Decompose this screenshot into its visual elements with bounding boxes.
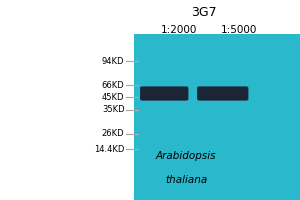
- Text: 26KD: 26KD: [102, 130, 124, 138]
- Text: 94KD: 94KD: [102, 56, 124, 66]
- Text: 45KD: 45KD: [102, 92, 124, 102]
- FancyBboxPatch shape: [140, 86, 188, 101]
- FancyBboxPatch shape: [197, 86, 248, 101]
- Text: 3G7: 3G7: [191, 6, 217, 19]
- Text: 14.4KD: 14.4KD: [94, 144, 124, 154]
- Bar: [134, 34, 300, 200]
- Text: 66KD: 66KD: [102, 81, 124, 90]
- Text: 1:5000: 1:5000: [220, 25, 257, 35]
- Text: thaliana: thaliana: [165, 175, 207, 185]
- Text: 1:2000: 1:2000: [160, 25, 197, 35]
- Text: Arabidopsis: Arabidopsis: [156, 151, 216, 161]
- Text: 35KD: 35KD: [102, 106, 124, 114]
